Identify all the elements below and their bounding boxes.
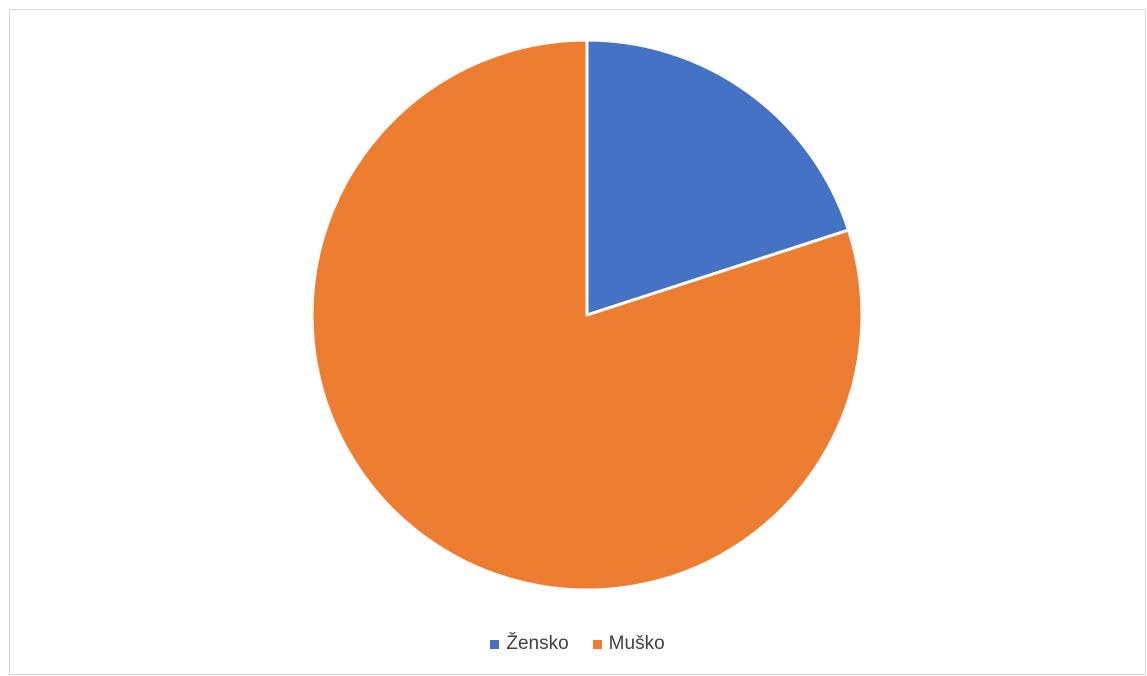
legend-swatch-zensko [490, 639, 500, 649]
pie-chart [310, 38, 864, 592]
pie-slice-musko [310, 38, 864, 592]
legend-swatch-musko [592, 639, 602, 649]
legend-label-zensko: Žensko [506, 633, 569, 654]
legend-label-musko: Muško [608, 633, 665, 654]
legend-item-musko: Muško [592, 633, 665, 655]
pie-slice-zensko [585, 38, 851, 317]
chart-area: Žensko Muško [9, 9, 1146, 675]
pie-slices [310, 38, 864, 592]
legend: Žensko Muško [10, 631, 1145, 657]
legend-item-zensko: Žensko [490, 633, 569, 655]
